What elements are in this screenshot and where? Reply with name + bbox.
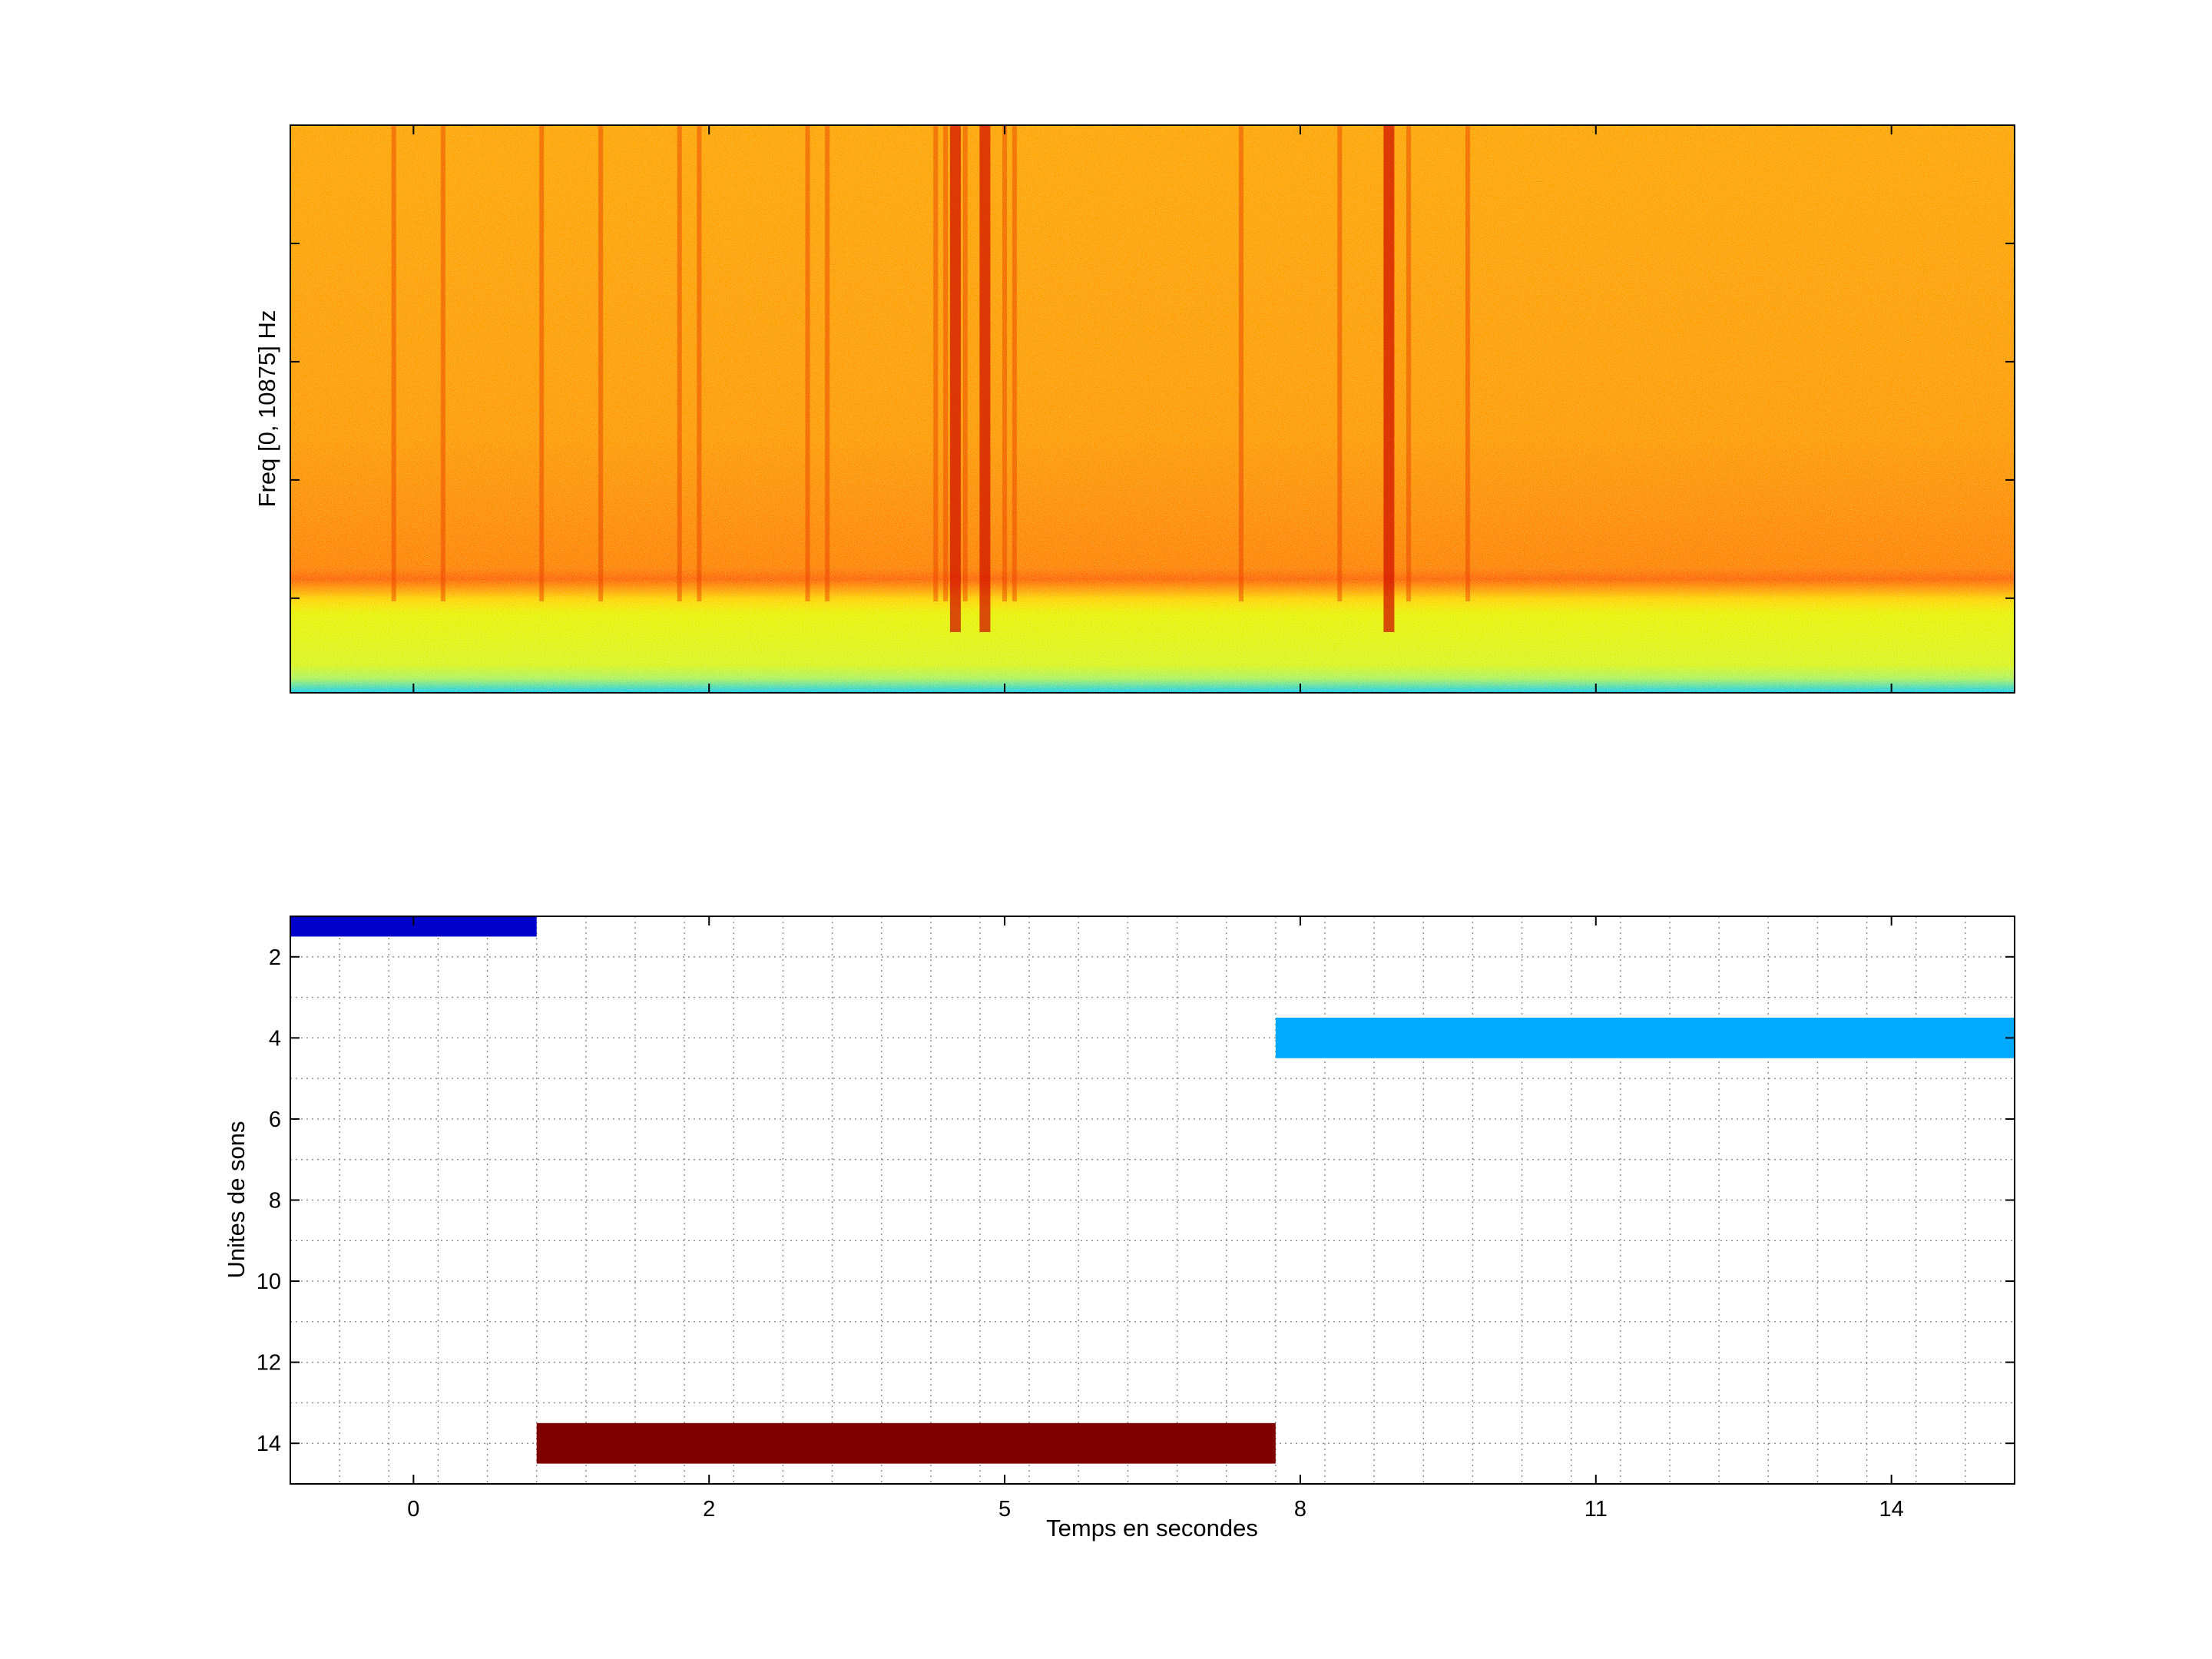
spectrogram-streak <box>943 125 949 601</box>
spectrogram-ticks <box>290 125 2015 693</box>
timeline-x-tick-label: 0 <box>407 1497 419 1522</box>
timeline-x-tick-labels: 0 2 5 8 11 14 <box>407 1497 1903 1522</box>
spectrogram-streak <box>1002 125 1008 601</box>
spectrogram-streaks <box>391 125 1471 632</box>
timeline-ylabel: Unites de sons <box>223 1121 250 1278</box>
sound-unit-bar <box>1275 1017 2015 1058</box>
spectrogram-streak <box>391 125 396 601</box>
timeline-xlabel: Temps en secondes <box>1046 1515 1258 1541</box>
timeline-y-tick-label: 8 <box>269 1189 281 1214</box>
timeline-bars <box>290 916 2015 1464</box>
timeline-panel: 0 2 5 8 11 14 2 4 6 8 10 12 14 Temps en secondes Un… <box>223 916 2015 1541</box>
sound-unit-bar <box>536 1422 1276 1464</box>
timeline-ticks <box>290 916 2015 1484</box>
spectrogram-streak <box>933 125 939 601</box>
timeline-y-tick-label: 6 <box>269 1108 281 1132</box>
spectrogram-streak <box>1465 125 1471 601</box>
timeline-x-tick-label: 14 <box>1879 1497 1904 1522</box>
timeline-y-tick-labels: 2 4 6 8 10 12 14 <box>257 945 281 1456</box>
spectrogram-streak <box>539 125 545 601</box>
spectrogram-streak <box>979 125 991 632</box>
spectrogram-streak <box>962 125 968 601</box>
timeline-x-tick-label: 2 <box>703 1497 715 1522</box>
spectrogram-frame <box>290 124 2015 694</box>
spectrogram-streak <box>1383 125 1395 632</box>
timeline-x-tick-label: 5 <box>998 1497 1011 1522</box>
spectrogram-image <box>290 125 2015 693</box>
spectrogram-texture-dark <box>290 125 2015 605</box>
spectrogram-streak <box>1337 125 1343 601</box>
spectrogram-panel: Freq [0, 10875] Hz <box>253 124 2015 694</box>
spectrogram-streak <box>805 125 810 601</box>
spectrogram-streak <box>598 125 604 601</box>
spectrogram-streak <box>949 125 961 632</box>
spectrogram-streak <box>1012 125 1017 601</box>
spectrogram-streak <box>825 125 830 601</box>
spectrogram-streak <box>697 125 702 601</box>
timeline-y-tick-label: 14 <box>257 1432 281 1456</box>
timeline-x-tick-label: 8 <box>1294 1497 1306 1522</box>
spectrogram-streak <box>440 125 445 601</box>
spectrogram-ylabel: Freq [0, 10875] Hz <box>253 310 280 508</box>
timeline-x-tick-label: 11 <box>1584 1497 1608 1522</box>
timeline-y-tick-label: 12 <box>257 1351 281 1376</box>
timeline-y-tick-label: 10 <box>257 1270 281 1294</box>
timeline-y-tick-label: 2 <box>269 945 281 970</box>
timeline-y-tick-label: 4 <box>269 1026 281 1051</box>
spectrogram-streak <box>1406 125 1412 601</box>
spectrogram-streak <box>1238 125 1243 601</box>
spectrogram-streak <box>677 125 682 601</box>
